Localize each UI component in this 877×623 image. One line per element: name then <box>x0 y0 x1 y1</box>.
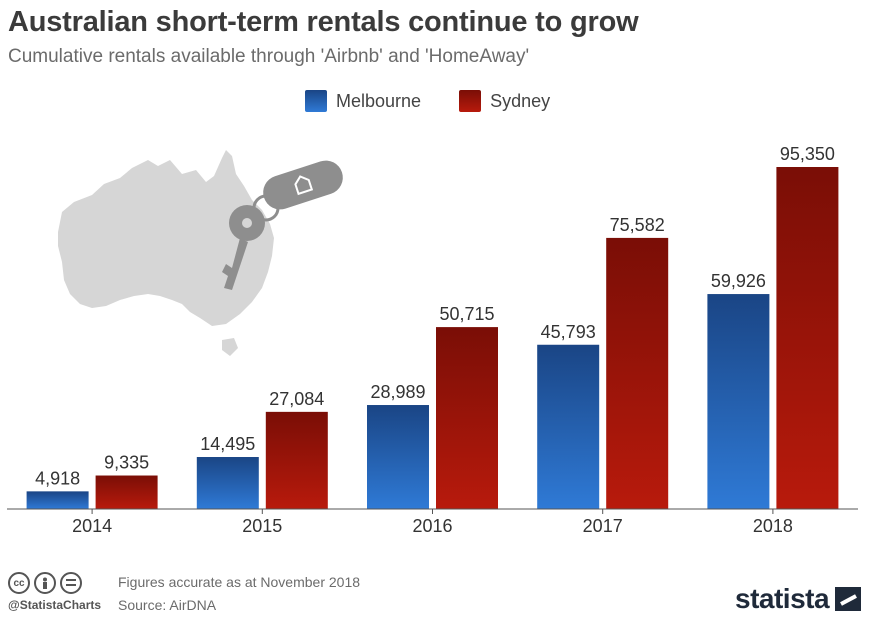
cc-icon: cc <box>8 572 30 594</box>
data-label-melbourne-2018: 59,926 <box>711 271 766 291</box>
chart-subtitle: Cumulative rentals available through 'Ai… <box>8 46 530 67</box>
statista-mark-icon <box>835 587 862 611</box>
data-label-sydney-2018: 95,350 <box>780 144 835 164</box>
data-label-melbourne-2014: 4,918 <box>35 468 80 488</box>
data-label-melbourne-2015: 14,495 <box>200 434 255 454</box>
bar-sydney-2015 <box>265 411 328 509</box>
x-tick-label-2018: 2018 <box>753 516 793 536</box>
source-note: Source: AirDNA <box>118 597 217 613</box>
figures-note: Figures accurate as at November 2018 <box>118 574 361 590</box>
x-tick-label-2017: 2017 <box>583 516 623 536</box>
legend-swatch-melbourne <box>305 90 327 112</box>
bar-sydney-2014 <box>95 475 158 509</box>
x-tick-label-2015: 2015 <box>242 516 282 536</box>
australia-map-icon <box>58 150 274 356</box>
legend-swatch-sydney <box>459 90 482 112</box>
x-tick-label-2016: 2016 <box>412 516 452 536</box>
bar-melbourne-2018 <box>707 294 770 509</box>
statista-logo[interactable]: statista <box>735 583 862 615</box>
equals-icon <box>60 572 82 594</box>
bar-sydney-2018 <box>776 167 839 509</box>
bar-melbourne-2016 <box>367 405 429 509</box>
bar-melbourne-2015 <box>196 457 259 509</box>
chart-title: Australian short-term rentals continue t… <box>8 6 639 38</box>
data-label-sydney-2017: 75,582 <box>610 215 665 235</box>
bar-melbourne-2017 <box>537 344 600 509</box>
bar-melbourne-2014 <box>26 491 89 509</box>
x-tick-label-2014: 2014 <box>72 516 112 536</box>
data-label-melbourne-2016: 28,989 <box>370 382 425 402</box>
legend-item-melbourne: Melbourne <box>305 90 421 112</box>
bar-chart: 4,918 9,335 2014 14,495 27,084 2015 28,989 50,7… <box>7 144 858 536</box>
legend-item-sydney: Sydney <box>459 90 550 112</box>
legend: Melbourne Sydney <box>305 90 550 112</box>
bars-group: 4,918 9,335 2014 14,495 27,084 2015 28,989 50,7… <box>26 144 839 536</box>
house-keychain-icon <box>263 160 343 210</box>
person-icon <box>34 572 56 594</box>
data-label-sydney-2015: 27,084 <box>269 389 324 409</box>
car-key-icon <box>222 194 280 290</box>
twitter-handle[interactable]: @StatistaCharts <box>8 598 102 612</box>
license-icons: cc <box>8 572 82 594</box>
data-label-sydney-2016: 50,715 <box>439 304 494 324</box>
legend-label-sydney: Sydney <box>490 90 551 111</box>
legend-label-melbourne: Melbourne <box>336 90 422 111</box>
data-label-melbourne-2017: 45,793 <box>541 322 596 342</box>
bar-sydney-2017 <box>606 237 669 510</box>
bar-sydney-2016 <box>436 327 498 509</box>
data-label-sydney-2014: 9,335 <box>104 453 149 473</box>
statista-wordmark: statista <box>735 583 830 614</box>
